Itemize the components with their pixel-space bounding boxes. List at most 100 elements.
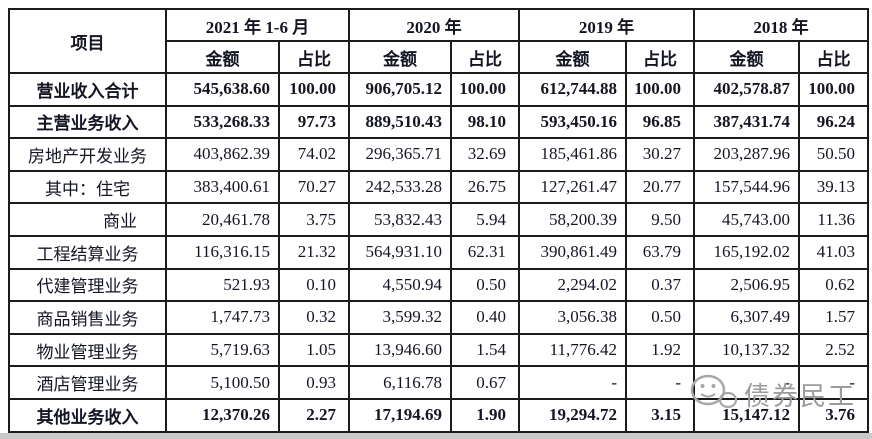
- cell-value: 3,599.32: [348, 300, 452, 335]
- table-row: 商业 20,461.78 3.75 53,832.43 5.94 58,200.…: [8, 202, 869, 237]
- cell-value: 402,578.87: [693, 72, 800, 107]
- cell-value: 0.37: [625, 267, 695, 303]
- cell-value: 593,450.16: [518, 104, 627, 140]
- table-row: 商品销售业务 1,747.73 0.32 3,599.32 0.40 3,056…: [8, 300, 869, 335]
- cell-value: 521.93: [165, 267, 280, 303]
- cell-value: 17,194.69: [348, 397, 452, 433]
- cell-value: 0.62: [798, 267, 869, 303]
- cell-value: 612,744.88: [518, 72, 627, 107]
- row-label: 物业管理业务: [8, 332, 167, 368]
- cell-value: 5.94: [450, 202, 520, 237]
- cell-value: 21.32: [278, 234, 350, 270]
- row-label: 商品销售业务: [8, 300, 167, 335]
- ratio-header: 占比: [278, 40, 350, 74]
- cell-value: 165,192.02: [693, 234, 800, 270]
- cell-value: 0.10: [278, 267, 350, 303]
- cell-value: 0.93: [278, 365, 350, 400]
- cell-value: 116,316.15: [165, 234, 280, 270]
- cell-value: 3,056.38: [518, 300, 627, 335]
- revenue-breakdown-table: 项目 2021 年 1-6 月 2020 年 2019 年 2018 年 金额 …: [8, 8, 869, 433]
- cell-value: 20.77: [625, 169, 695, 205]
- period-header-2019: 2019 年: [518, 8, 695, 42]
- cell-value: -: [798, 365, 869, 400]
- table-body: 营业收入合计 545,638.60 100.00 906,705.12 100.…: [8, 72, 869, 433]
- cell-value: 203,287.96: [693, 137, 800, 172]
- table-header: 项目 2021 年 1-6 月 2020 年 2019 年 2018 年 金额 …: [8, 8, 869, 74]
- cell-value: 41.03: [798, 234, 869, 270]
- cell-value: 2,506.95: [693, 267, 800, 303]
- cell-value: 58,200.39: [518, 202, 627, 237]
- cell-value: 1.90: [450, 397, 520, 433]
- cell-value: 533,268.33: [165, 104, 280, 140]
- cell-value: 39.13: [798, 169, 869, 205]
- cell-value: 11,776.42: [518, 332, 627, 368]
- cell-value: 19,294.72: [518, 397, 627, 433]
- cell-value: 387,431.74: [693, 104, 800, 140]
- cell-value: 127,261.47: [518, 169, 627, 205]
- cell-value: 889,510.43: [348, 104, 452, 140]
- cell-value: 1.57: [798, 300, 869, 335]
- cell-value: 12,370.26: [165, 397, 280, 433]
- row-label: 主营业务收入: [8, 104, 167, 140]
- table-row: 代建管理业务 521.93 0.10 4,550.94 0.50 2,294.0…: [8, 267, 869, 303]
- cell-value: 100.00: [625, 72, 695, 107]
- cell-value: 2,294.02: [518, 267, 627, 303]
- table-row: 房地产开发业务 403,862.39 74.02 296,365.71 32.6…: [8, 137, 869, 172]
- cell-value: -: [693, 365, 800, 400]
- cell-value: 185,461.86: [518, 137, 627, 172]
- cell-value: 403,862.39: [165, 137, 280, 172]
- cell-value: 564,931.10: [348, 234, 452, 270]
- table-row: 其中：住宅 383,400.61 70.27 242,533.28 26.75 …: [8, 169, 869, 205]
- table-row: 主营业务收入 533,268.33 97.73 889,510.43 98.10…: [8, 104, 869, 140]
- cell-value: 2.52: [798, 332, 869, 368]
- cell-value: 1.54: [450, 332, 520, 368]
- cell-value: -: [518, 365, 627, 400]
- period-header-2018: 2018 年: [693, 8, 869, 42]
- cell-value: 63.79: [625, 234, 695, 270]
- cell-value: 157,544.96: [693, 169, 800, 205]
- cell-value: 0.32: [278, 300, 350, 335]
- cell-value: 53,832.43: [348, 202, 452, 237]
- cell-value: 1,747.73: [165, 300, 280, 335]
- table-row: 物业管理业务 5,719.63 1.05 13,946.60 1.54 11,7…: [8, 332, 869, 368]
- period-header-2020: 2020 年: [348, 8, 520, 42]
- cell-value: 0.50: [625, 300, 695, 335]
- cell-value: 3.76: [798, 397, 869, 433]
- period-header-2021h1: 2021 年 1-6 月: [165, 8, 350, 42]
- cell-value: 6,116.78: [348, 365, 452, 400]
- cell-value: 13,946.60: [348, 332, 452, 368]
- cell-value: 0.40: [450, 300, 520, 335]
- cell-value: 9.50: [625, 202, 695, 237]
- cell-value: 100.00: [278, 72, 350, 107]
- amount-header: 金额: [693, 40, 800, 74]
- cell-value: 97.73: [278, 104, 350, 140]
- cell-value: 96.85: [625, 104, 695, 140]
- ratio-header: 占比: [625, 40, 695, 74]
- cell-value: 70.27: [278, 169, 350, 205]
- cell-value: 50.50: [798, 137, 869, 172]
- cell-value: 906,705.12: [348, 72, 452, 107]
- row-label: 酒店管理业务: [8, 365, 167, 400]
- row-label: 商业: [8, 202, 167, 237]
- cell-value: 11.36: [798, 202, 869, 237]
- cell-value: 30.27: [625, 137, 695, 172]
- cell-value: 2.27: [278, 397, 350, 433]
- row-label: 房地产开发业务: [8, 137, 167, 172]
- table-row: 工程结算业务 116,316.15 21.32 564,931.10 62.31…: [8, 234, 869, 270]
- cell-value: 10,137.32: [693, 332, 800, 368]
- cell-value: 5,100.50: [165, 365, 280, 400]
- item-column-header: 项目: [8, 8, 167, 74]
- cell-value: 390,861.49: [518, 234, 627, 270]
- table-row: 营业收入合计 545,638.60 100.00 906,705.12 100.…: [8, 72, 869, 107]
- row-label: 其他业务收入: [8, 397, 167, 433]
- cell-value: 15,147.12: [693, 397, 800, 433]
- cell-value: 100.00: [450, 72, 520, 107]
- cell-value: 383,400.61: [165, 169, 280, 205]
- cell-value: 20,461.78: [165, 202, 280, 237]
- cell-value: 98.10: [450, 104, 520, 140]
- cell-value: 0.67: [450, 365, 520, 400]
- cell-value: 242,533.28: [348, 169, 452, 205]
- cell-value: 74.02: [278, 137, 350, 172]
- cell-value: 296,365.71: [348, 137, 452, 172]
- table-row: 其他业务收入 12,370.26 2.27 17,194.69 1.90 19,…: [8, 397, 869, 433]
